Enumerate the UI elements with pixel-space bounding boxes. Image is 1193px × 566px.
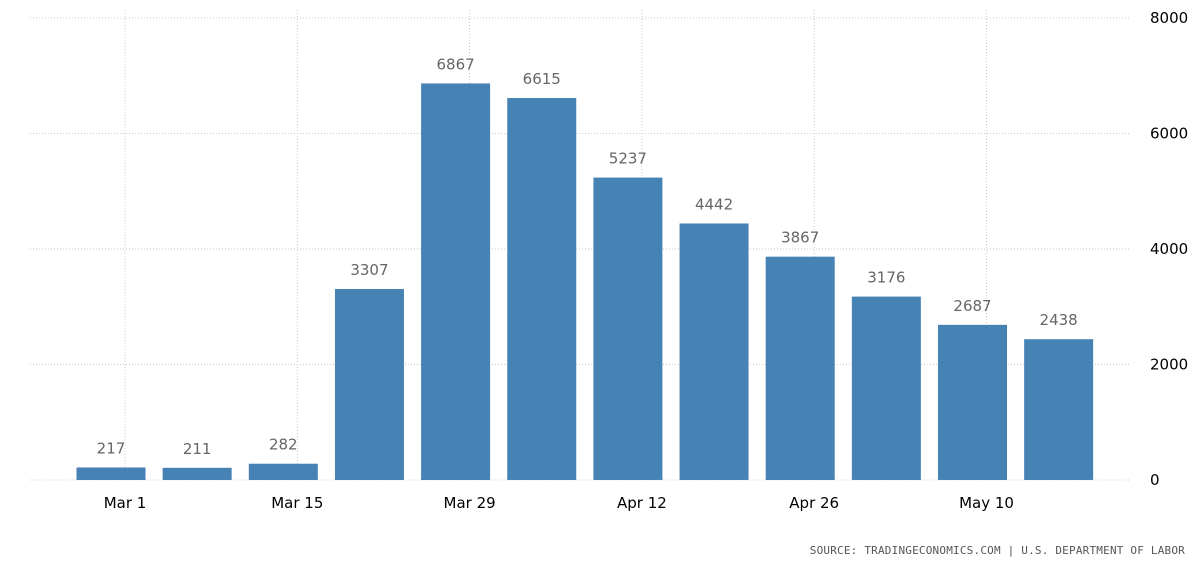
bar-value-label: 3307 [350, 261, 388, 279]
bar-value-label: 2438 [1040, 311, 1078, 329]
bar [765, 256, 835, 480]
x-tick-label: Mar 29 [444, 494, 496, 512]
bar-value-label: 6867 [437, 55, 475, 73]
y-tick-label: 2000 [1150, 356, 1188, 374]
bar-value-label: 3176 [867, 269, 905, 287]
bar-value-label: 5237 [609, 150, 647, 168]
bar [851, 296, 921, 480]
x-tick-label: Apr 12 [617, 494, 667, 512]
y-tick-label: 8000 [1150, 9, 1188, 27]
bar [679, 223, 749, 481]
bar-value-label: 211 [183, 440, 212, 458]
x-tick-label: Mar 15 [271, 494, 323, 512]
bar-value-label: 282 [269, 436, 298, 454]
x-tick-label: Mar 1 [104, 494, 147, 512]
bar [1024, 339, 1094, 480]
bar [593, 177, 663, 481]
bar-value-label: 6615 [523, 70, 561, 88]
bar-value-label: 3867 [781, 229, 819, 247]
bar [334, 289, 404, 480]
y-tick-label: 4000 [1150, 240, 1188, 258]
bar-chart: 217 211 282 3307 6867 6615 5237 4442 3867 3176 268… [30, 9, 1188, 512]
y-tick-label: 6000 [1150, 125, 1188, 143]
y-axis: 0 2000 4000 6000 8000 [1150, 9, 1188, 489]
bar-value-label: 2687 [953, 297, 991, 315]
bar [76, 467, 146, 480]
bar-value-label: 217 [97, 439, 126, 457]
bar [248, 463, 318, 480]
bar [421, 83, 491, 480]
bar [507, 97, 577, 480]
y-tick-label: 0 [1150, 471, 1160, 489]
x-axis: Mar 1 Mar 15 Mar 29 Apr 12 Apr 26 May 10 [104, 494, 1014, 512]
value-labels: 217 211 282 3307 6867 6615 5237 4442 3867 3176 268… [97, 55, 1078, 457]
source-attribution: SOURCE: TRADINGECONOMICS.COM | U.S. DEPA… [809, 544, 1185, 557]
x-tick-label: Apr 26 [789, 494, 839, 512]
bars [76, 83, 1094, 481]
bar-value-label: 4442 [695, 195, 733, 213]
x-tick-label: May 10 [959, 494, 1014, 512]
bar [938, 324, 1007, 480]
bar [162, 467, 232, 480]
